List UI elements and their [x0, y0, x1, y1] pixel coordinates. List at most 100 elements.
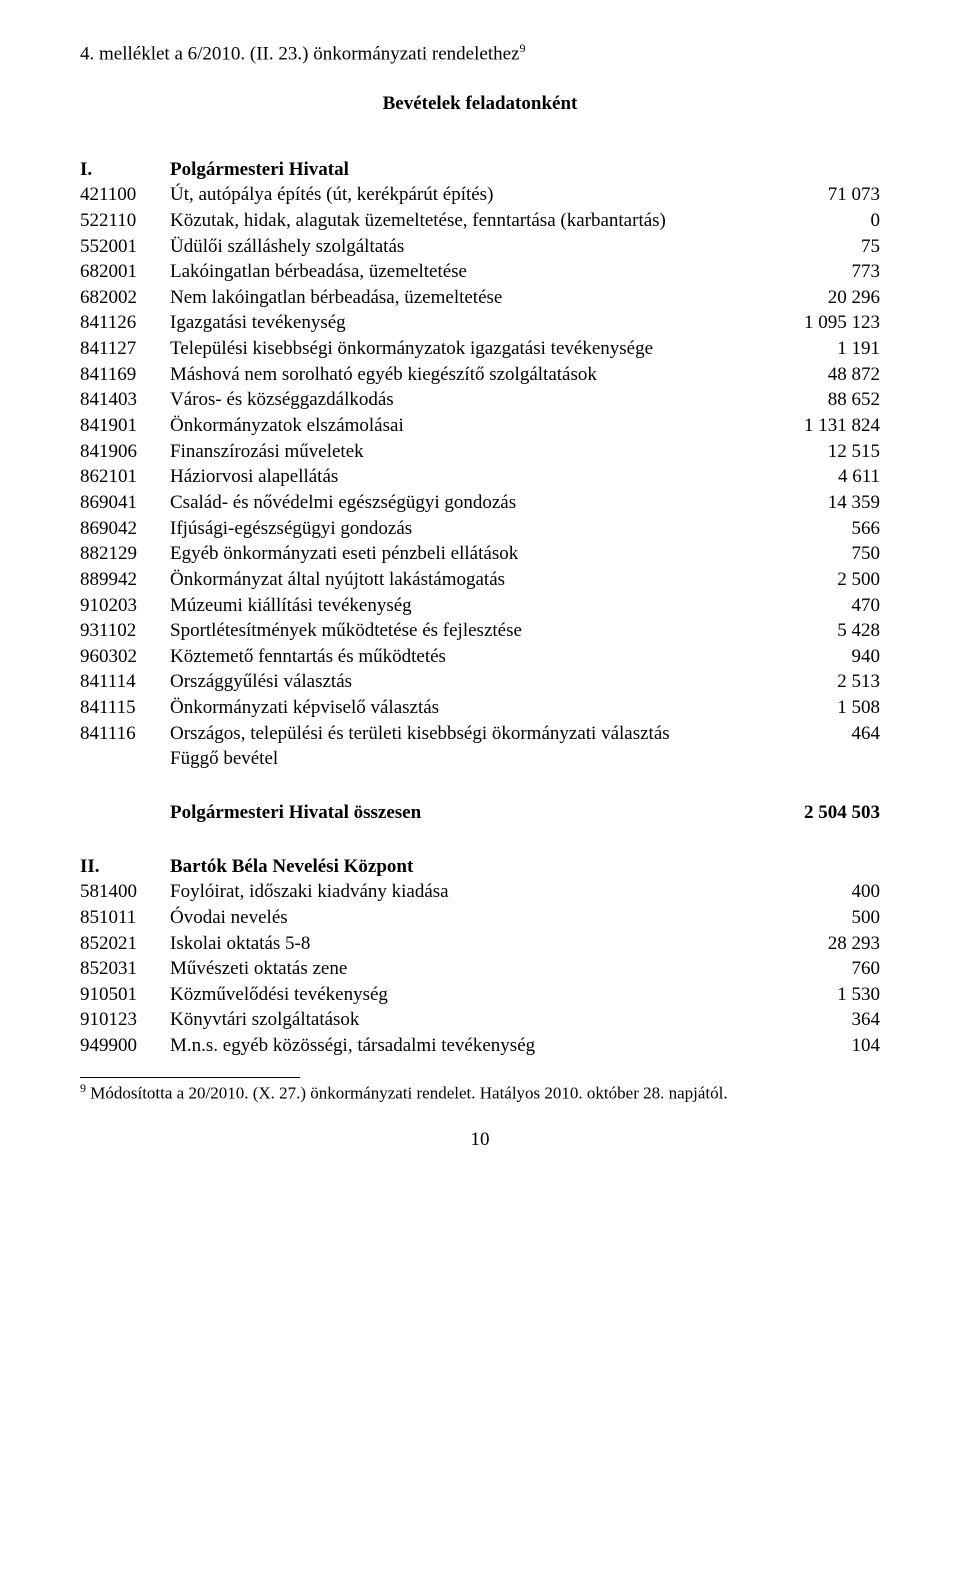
row-desc: Köztemető fenntartás és működtetés — [170, 644, 760, 670]
row-val: 5 428 — [760, 618, 880, 644]
table-row: 910123 Könyvtári szolgáltatások 364 — [80, 1007, 880, 1033]
row-desc: Út, autópálya építés (út, kerékpárút épí… — [170, 182, 760, 208]
row-desc: M.n.s. egyéb közösségi, társadalmi tevék… — [170, 1033, 760, 1059]
table-row: 960302 Köztemető fenntartás és működteté… — [80, 644, 880, 670]
row-desc: Múzeumi kiállítási tevékenység — [170, 593, 760, 619]
row-code: 889942 — [80, 567, 170, 593]
row-code: 841403 — [80, 387, 170, 413]
row-desc: Család- és nővédelmi egészségügyi gondoz… — [170, 490, 760, 516]
row-desc: Függő bevétel — [170, 746, 760, 772]
row-code: 869041 — [80, 490, 170, 516]
table-row: 841127 Települési kisebbségi önkormányza… — [80, 336, 880, 362]
section-1-roman: I. — [80, 157, 170, 183]
row-val: 104 — [760, 1033, 880, 1059]
row-val: 1 095 123 — [760, 310, 880, 336]
table-row: 682002 Nem lakóingatlan bérbeadása, üzem… — [80, 285, 880, 311]
row-desc: Máshová nem sorolható egyéb kiegészítő s… — [170, 362, 760, 388]
footnote-rule — [80, 1077, 300, 1078]
row-desc: Óvodai nevelés — [170, 905, 760, 931]
row-val: 566 — [760, 516, 880, 542]
annex-title-sup: 9 — [519, 41, 525, 55]
row-code: 841115 — [80, 695, 170, 721]
document-page: 4. melléklet a 6/2010. (II. 23.) önkormá… — [0, 0, 960, 1193]
footnote: 9 Módosította a 20/2010. (X. 27.) önkorm… — [80, 1080, 880, 1106]
row-code: 552001 — [80, 234, 170, 260]
row-code: 910501 — [80, 982, 170, 1008]
row-code: 522110 — [80, 208, 170, 234]
row-code: 841901 — [80, 413, 170, 439]
page-number: 10 — [80, 1127, 880, 1153]
row-code: 910203 — [80, 593, 170, 619]
row-code: 841126 — [80, 310, 170, 336]
row-code: 841169 — [80, 362, 170, 388]
table-row: 869041 Család- és nővédelmi egészségügyi… — [80, 490, 880, 516]
row-desc: Országos, települési és területi kisebbs… — [170, 721, 760, 747]
section-2-roman: II. — [80, 854, 170, 880]
table-row: 841403 Város- és községgazdálkodás 88 65… — [80, 387, 880, 413]
row-desc: Nem lakóingatlan bérbeadása, üzemeltetés… — [170, 285, 760, 311]
table-row: 841901 Önkormányzatok elszámolásai 1 131… — [80, 413, 880, 439]
subtitle: Bevételek feladatonként — [80, 91, 880, 117]
row-desc: Egyéb önkormányzati eseti pénzbeli ellát… — [170, 541, 760, 567]
table-row: 862101 Háziorvosi alapellátás 4 611 — [80, 464, 880, 490]
row-code: 682001 — [80, 259, 170, 285]
row-desc: Művészeti oktatás zene — [170, 956, 760, 982]
row-desc: Üdülői szálláshely szolgáltatás — [170, 234, 760, 260]
section-2-header: II. Bartók Béla Nevelési Központ — [80, 854, 880, 880]
table-row: Függő bevétel — [80, 746, 880, 772]
row-val: 2 500 — [760, 567, 880, 593]
row-desc: Önkormányzatok elszámolásai — [170, 413, 760, 439]
table-row: 522110 Közutak, hidak, alagutak üzemelte… — [80, 208, 880, 234]
row-val: 14 359 — [760, 490, 880, 516]
section-2-heading: Bartók Béla Nevelési Központ — [170, 854, 760, 880]
row-code: 851011 — [80, 905, 170, 931]
table-row: 552001 Üdülői szálláshely szolgáltatás 7… — [80, 234, 880, 260]
row-val: 400 — [760, 879, 880, 905]
row-desc: Ifjúsági-egészségügyi gondozás — [170, 516, 760, 542]
row-val: 940 — [760, 644, 880, 670]
total-val: 2 504 503 — [760, 800, 880, 826]
row-code: 852031 — [80, 956, 170, 982]
table-row: 841169 Máshová nem sorolható egyéb kiegé… — [80, 362, 880, 388]
table-row: 851011 Óvodai nevelés 500 — [80, 905, 880, 931]
row-code: 841114 — [80, 669, 170, 695]
row-val: 71 073 — [760, 182, 880, 208]
row-code: 841906 — [80, 439, 170, 465]
table-row: 581400 Foylóirat, időszaki kiadvány kiad… — [80, 879, 880, 905]
row-val: 2 513 — [760, 669, 880, 695]
row-desc: Önkormányzati képviselő választás — [170, 695, 760, 721]
row-val: 364 — [760, 1007, 880, 1033]
row-code: 852021 — [80, 931, 170, 957]
row-val: 48 872 — [760, 362, 880, 388]
section-1-header: I. Polgármesteri Hivatal — [80, 157, 880, 183]
section-1-total: Polgármesteri Hivatal összesen 2 504 503 — [80, 800, 880, 826]
row-desc: Önkormányzat által nyújtott lakástámogat… — [170, 567, 760, 593]
row-val: 500 — [760, 905, 880, 931]
annex-title: 4. melléklet a 6/2010. (II. 23.) önkormá… — [80, 43, 519, 64]
table-row: 931102 Sportlétesítmények működtetése és… — [80, 618, 880, 644]
row-code: 931102 — [80, 618, 170, 644]
section-1-heading: Polgármesteri Hivatal — [170, 157, 760, 183]
row-val: 750 — [760, 541, 880, 567]
row-val: 4 611 — [760, 464, 880, 490]
row-desc: Foylóirat, időszaki kiadvány kiadása — [170, 879, 760, 905]
row-code: 841116 — [80, 721, 170, 747]
row-val: 20 296 — [760, 285, 880, 311]
row-desc: Iskolai oktatás 5-8 — [170, 931, 760, 957]
table-row: 841114 Országgyűlési választás 2 513 — [80, 669, 880, 695]
row-val: 760 — [760, 956, 880, 982]
row-val: 773 — [760, 259, 880, 285]
table-row: 889942 Önkormányzat által nyújtott lakás… — [80, 567, 880, 593]
row-desc: Lakóingatlan bérbeadása, üzemeltetése — [170, 259, 760, 285]
table-row: 852021 Iskolai oktatás 5-8 28 293 — [80, 931, 880, 957]
row-desc: Sportlétesítmények működtetése és fejles… — [170, 618, 760, 644]
table-row: 869042 Ifjúsági-egészségügyi gondozás 56… — [80, 516, 880, 542]
table-row: 682001 Lakóingatlan bérbeadása, üzemelte… — [80, 259, 880, 285]
table-row: 841116 Országos, települési és területi … — [80, 721, 880, 747]
row-desc: Közutak, hidak, alagutak üzemeltetése, f… — [170, 208, 760, 234]
row-desc: Háziorvosi alapellátás — [170, 464, 760, 490]
table-row: 841906 Finanszírozási műveletek 12 515 — [80, 439, 880, 465]
row-desc: Országgyűlési választás — [170, 669, 760, 695]
row-desc: Könyvtári szolgáltatások — [170, 1007, 760, 1033]
row-code: 882129 — [80, 541, 170, 567]
